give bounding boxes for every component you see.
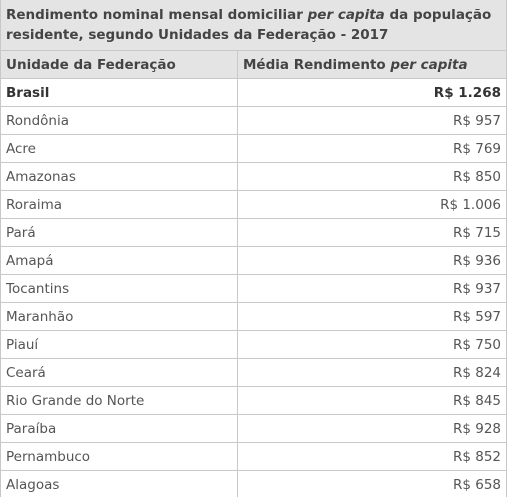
table-row: Piauí R$ 750 (1, 330, 506, 359)
table-row: Rio Grande do Norte R$ 845 (1, 386, 506, 415)
value-cell: R$ 957 (237, 106, 506, 135)
state-cell: Tocantins (1, 274, 238, 303)
table-body: Brasil R$ 1.268 Rondônia R$ 957 Acre R$ 769 Am… (1, 78, 506, 497)
title-italic: per capita (307, 7, 385, 23)
table-title: Rendimento nominal mensal domiciliar per… (1, 0, 506, 51)
value-cell: R$ 1.006 (237, 190, 506, 219)
state-cell: Alagoas (1, 470, 238, 497)
state-cell: Pará (1, 218, 238, 247)
state-cell: Piauí (1, 330, 238, 359)
value-cell: R$ 845 (237, 386, 506, 415)
header-row: Unidade da Federação Média Rendimento pe… (1, 51, 506, 79)
value-cell: R$ 597 (237, 302, 506, 331)
table-row: Pará R$ 715 (1, 218, 506, 247)
table-row: Paraíba R$ 928 (1, 414, 506, 443)
state-cell: Rondônia (1, 106, 238, 135)
table-row: Tocantins R$ 937 (1, 274, 506, 303)
state-cell: Pernambuco (1, 442, 238, 471)
state-cell: Maranhão (1, 302, 238, 331)
value-cell: R$ 928 (237, 414, 506, 443)
header-italic: per capita (390, 56, 468, 73)
value-cell: R$ 850 (237, 162, 506, 191)
value-cell: R$ 937 (237, 274, 506, 303)
table-row: Amazonas R$ 850 (1, 162, 506, 191)
state-cell: Amazonas (1, 162, 238, 191)
table-row: Pernambuco R$ 852 (1, 442, 506, 471)
table-row: Maranhão R$ 597 (1, 302, 506, 331)
state-cell: Paraíba (1, 414, 238, 443)
state-cell: Ceará (1, 358, 238, 387)
state-cell: Roraima (1, 190, 238, 219)
header-text: Média Rendimento (243, 56, 386, 73)
table-row: Ceará R$ 824 (1, 358, 506, 387)
table-row: Alagoas R$ 658 (1, 470, 506, 497)
table-row: Brasil R$ 1.268 (1, 78, 506, 107)
title-text: da população residente, segundo Unidades… (6, 7, 492, 43)
title-text: Rendimento nominal mensal domiciliar (6, 7, 303, 23)
state-cell: Acre (1, 134, 238, 163)
table-row: Amapá R$ 936 (1, 246, 506, 275)
value-cell: R$ 1.268 (237, 78, 506, 107)
value-cell: R$ 750 (237, 330, 506, 359)
state-cell: Rio Grande do Norte (1, 386, 238, 415)
header-cell: Média Rendimento per capita (237, 51, 506, 79)
table-row: Acre R$ 769 (1, 134, 506, 163)
value-cell: R$ 936 (237, 246, 506, 275)
table-row: Roraima R$ 1.006 (1, 190, 506, 219)
header-cell: Unidade da Federação (1, 51, 238, 79)
value-cell: R$ 852 (237, 442, 506, 471)
state-cell: Amapá (1, 246, 238, 275)
table-row: Rondônia R$ 957 (1, 106, 506, 135)
value-cell: R$ 658 (237, 470, 506, 497)
value-cell: R$ 715 (237, 218, 506, 247)
value-cell: R$ 824 (237, 358, 506, 387)
value-cell: R$ 769 (237, 134, 506, 163)
data-table: Unidade da Federação Média Rendimento pe… (1, 51, 506, 497)
state-cell: Brasil (1, 78, 238, 107)
